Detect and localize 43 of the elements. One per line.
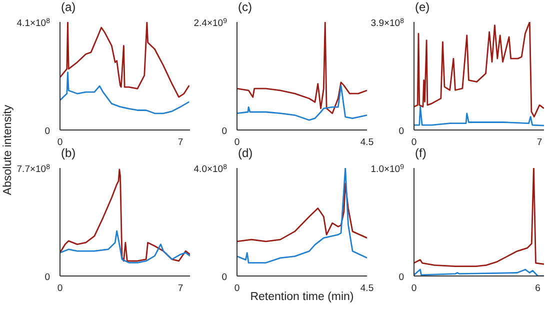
x-tick-label: 0 bbox=[234, 283, 240, 294]
y-tick-label: 1.0×10$^{9}$ bbox=[370, 164, 404, 175]
chart-title: (f) bbox=[415, 146, 426, 160]
chart-title: (d) bbox=[238, 146, 253, 160]
line-series bbox=[414, 22, 544, 118]
x-tick-label: 0 bbox=[234, 137, 240, 148]
y-axis-title: Absolute intensity bbox=[2, 104, 14, 196]
y-tick-label: 0 bbox=[222, 272, 227, 283]
y-tick-label: 0 bbox=[44, 126, 50, 137]
line-series bbox=[237, 22, 367, 114]
x-tick-label: 4.5 bbox=[360, 137, 374, 148]
y-tick-label: 4.1×10$^{8}$ bbox=[16, 18, 50, 29]
x-tick-label: 0 bbox=[57, 137, 63, 148]
y-tick-label: 0 bbox=[222, 126, 227, 137]
x-tick-label: 0 bbox=[411, 137, 417, 148]
chart-title: (e) bbox=[415, 0, 430, 14]
y-tick-label: 7.7×10$^{8}$ bbox=[16, 164, 50, 175]
y-tick-label: 4.0×10$^{8}$ bbox=[194, 164, 228, 175]
x-tick-label: 6 bbox=[535, 283, 540, 294]
x-tick-label: 7 bbox=[178, 283, 184, 294]
x-tick-label: 7 bbox=[178, 137, 184, 148]
line-series bbox=[414, 106, 544, 126]
x-tick-label: 0 bbox=[57, 283, 63, 294]
x-axis-title: Retention time (min) bbox=[250, 291, 354, 303]
x-tick-label: 0 bbox=[411, 283, 417, 294]
x-tick-label: 4.5 bbox=[360, 283, 374, 294]
chart-title: (b) bbox=[61, 146, 76, 160]
x-tick-label: 7 bbox=[536, 137, 542, 148]
chart-title: (a) bbox=[61, 0, 76, 14]
y-tick-label: 3.9×10$^{8}$ bbox=[370, 18, 404, 29]
line-series bbox=[60, 230, 190, 264]
y-tick-label: 0 bbox=[398, 126, 404, 137]
line-series bbox=[60, 72, 190, 114]
line-series bbox=[414, 168, 544, 267]
line-series bbox=[237, 84, 367, 121]
line-series bbox=[237, 182, 367, 242]
line-series bbox=[60, 22, 190, 98]
line-series bbox=[60, 168, 190, 262]
y-tick-label: 0 bbox=[398, 272, 404, 283]
y-tick-label: 2.4×10$^{9}$ bbox=[194, 18, 228, 29]
chart-title: (c) bbox=[238, 0, 252, 14]
line-series bbox=[237, 168, 367, 264]
y-tick-label: 0 bbox=[44, 272, 50, 283]
